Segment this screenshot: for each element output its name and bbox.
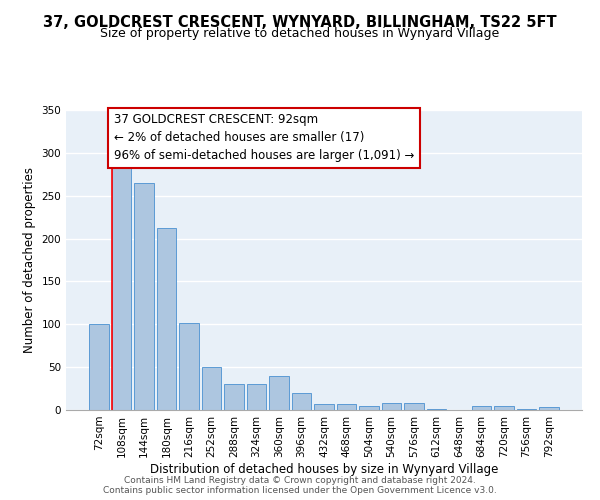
Bar bbox=[314, 404, 334, 410]
Text: 37 GOLDCREST CRESCENT: 92sqm
← 2% of detached houses are smaller (17)
96% of sem: 37 GOLDCREST CRESCENT: 92sqm ← 2% of det… bbox=[113, 114, 414, 162]
Bar bbox=[472, 406, 491, 410]
Bar bbox=[179, 322, 199, 410]
Y-axis label: Number of detached properties: Number of detached properties bbox=[23, 167, 36, 353]
Text: Contains HM Land Registry data © Crown copyright and database right 2024.: Contains HM Land Registry data © Crown c… bbox=[124, 476, 476, 485]
Text: Contains public sector information licensed under the Open Government Licence v3: Contains public sector information licen… bbox=[103, 486, 497, 495]
Bar bbox=[404, 403, 424, 410]
Bar bbox=[202, 367, 221, 410]
Bar bbox=[382, 403, 401, 410]
Bar bbox=[359, 406, 379, 410]
Bar bbox=[427, 409, 446, 410]
Bar bbox=[292, 393, 311, 410]
Bar bbox=[112, 164, 131, 410]
Bar bbox=[337, 404, 356, 410]
Bar bbox=[89, 324, 109, 410]
Bar bbox=[134, 183, 154, 410]
Text: 37, GOLDCREST CRESCENT, WYNYARD, BILLINGHAM, TS22 5FT: 37, GOLDCREST CRESCENT, WYNYARD, BILLING… bbox=[43, 15, 557, 30]
Bar bbox=[494, 406, 514, 410]
Bar bbox=[224, 384, 244, 410]
Bar bbox=[157, 228, 176, 410]
Bar bbox=[269, 376, 289, 410]
Text: Size of property relative to detached houses in Wynyard Village: Size of property relative to detached ho… bbox=[100, 28, 500, 40]
Bar bbox=[517, 409, 536, 410]
Bar bbox=[539, 406, 559, 410]
Bar bbox=[247, 384, 266, 410]
X-axis label: Distribution of detached houses by size in Wynyard Village: Distribution of detached houses by size … bbox=[150, 462, 498, 475]
